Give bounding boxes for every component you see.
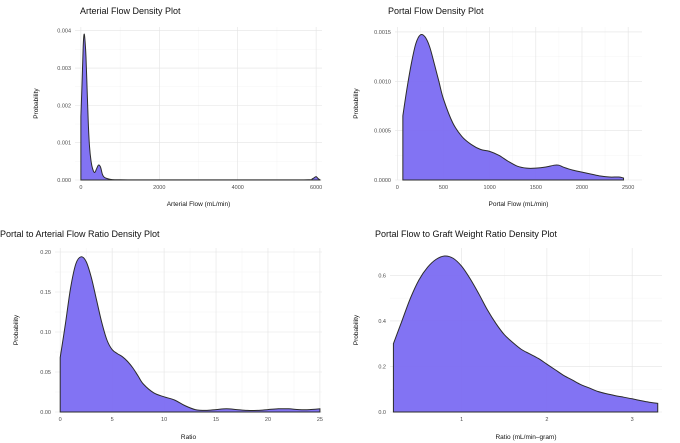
x-tick-label: 0 — [396, 185, 399, 191]
x-tick-label: 10 — [161, 417, 167, 423]
chart-title: Portal to Arterial Flow Ratio Density Pl… — [0, 229, 160, 239]
density-area — [392, 255, 659, 413]
x-axis-label: Arterial Flow (mL/min) — [167, 201, 231, 208]
y-tick-label: 0.20 — [40, 250, 51, 256]
x-tick-label: 2 — [545, 417, 548, 423]
y-tick-label: 0.2 — [378, 364, 386, 370]
portal-flow-density-chart: 0 500 1000 1500 2000 2500 0.0000 0.0005 0.0010 0.… — [353, 6, 642, 208]
x-tick-label: 15 — [213, 417, 219, 423]
x-tick-label: 4000 — [232, 185, 244, 191]
y-axis-label: Probability — [33, 88, 40, 119]
y-axis-label: Probability — [353, 314, 360, 345]
portal-arterial-ratio-density-panel: 0 5 10 15 20 25 0.00 0.05 0.10 0.15 0.20 Portal to … — [0, 225, 340, 443]
x-tick-label: 2000 — [576, 185, 588, 191]
y-tick-label: 0.6 — [378, 273, 386, 279]
y-tick-label: 0.0000 — [374, 178, 391, 184]
chart-title: Portal Flow to Graft Weight Ratio Densit… — [375, 229, 557, 239]
x-tick-label: 3 — [631, 417, 634, 423]
y-axis-label: Probability — [353, 88, 360, 119]
y-tick-label: 0.0015 — [374, 30, 391, 36]
x-tick-label: 1000 — [484, 185, 496, 191]
density-area — [80, 33, 321, 181]
y-tick-label: 0.15 — [40, 290, 51, 296]
y-tick-label: 0.0 — [378, 410, 386, 416]
x-tick-label: 6000 — [310, 185, 322, 191]
x-axis-label: Ratio (mL/min–gram) — [495, 434, 556, 441]
x-tick-label: 2000 — [153, 185, 165, 191]
y-tick-label: 0.001 — [57, 141, 71, 147]
x-tick-label: 500 — [439, 185, 448, 191]
y-tick-label: 0.4 — [378, 319, 386, 325]
arterial-flow-density-chart: 0 2000 4000 6000 0.000 0.001 0.002 0.003 0.004 Ar… — [33, 6, 322, 208]
y-axis-label: Probability — [13, 314, 20, 345]
y-tick-label: 0.10 — [40, 330, 51, 336]
x-tick-label: 0 — [79, 185, 82, 191]
y-tick-label: 0.0005 — [374, 129, 391, 135]
y-tick-label: 0.000 — [57, 178, 71, 184]
x-tick-label: 20 — [265, 417, 271, 423]
portal-arterial-ratio-density-chart: 0 5 10 15 20 25 0.00 0.05 0.10 0.15 0.20 Portal to … — [0, 229, 323, 441]
graft-weight-ratio-density-chart: 1 2 3 0.0 0.2 0.4 0.6 Portal Flow to Graft Weig… — [353, 229, 662, 441]
y-tick-label: 0.0010 — [374, 79, 391, 85]
chart-title: Portal Flow Density Plot — [388, 6, 484, 16]
y-tick-label: 0.003 — [57, 66, 71, 72]
y-tick-label: 0.004 — [57, 29, 71, 35]
portal-flow-density-panel: 0 500 1000 1500 2000 2500 0.0000 0.0005 0.0010 0.… — [340, 0, 680, 215]
x-axis-label: Portal Flow (mL/min) — [489, 201, 549, 208]
x-tick-label: 0 — [59, 417, 62, 423]
y-tick-label: 0.05 — [40, 370, 51, 376]
y-tick-label: 0.002 — [57, 103, 71, 109]
density-area — [59, 256, 321, 413]
x-tick-label: 25 — [317, 417, 323, 423]
x-tick-label: 1 — [460, 417, 463, 423]
density-area — [402, 33, 625, 181]
graft-weight-ratio-density-panel: 1 2 3 0.0 0.2 0.4 0.6 Portal Flow to Graft Weig… — [340, 225, 680, 443]
x-tick-label: 2500 — [622, 185, 634, 191]
y-tick-label: 0.00 — [40, 410, 51, 416]
x-axis-label: Ratio — [181, 434, 197, 441]
chart-title: Arterial Flow Density Plot — [80, 6, 181, 16]
x-tick-label: 5 — [111, 417, 114, 423]
x-tick-label: 1500 — [530, 185, 542, 191]
arterial-flow-density-panel: 0 2000 4000 6000 0.000 0.001 0.002 0.003 0.004 Ar… — [0, 0, 340, 215]
